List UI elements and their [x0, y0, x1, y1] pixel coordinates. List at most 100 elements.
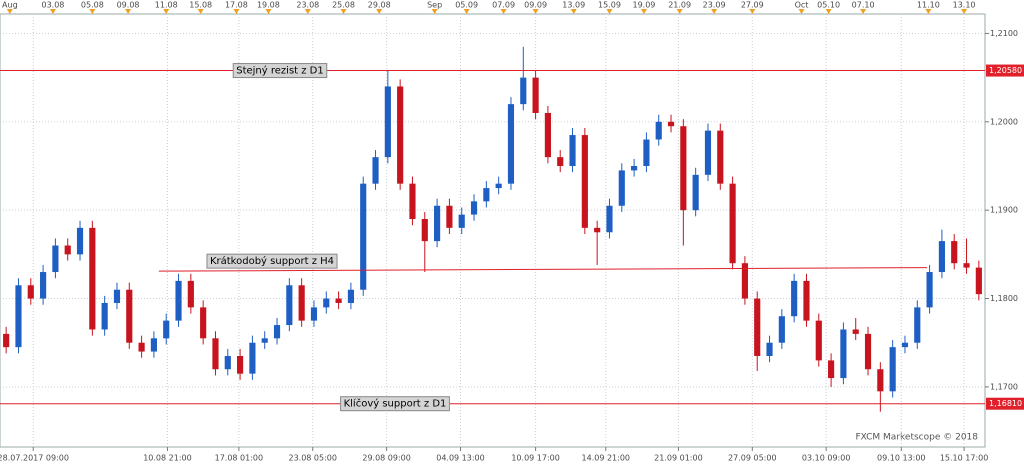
x2-tick [49, 9, 56, 14]
candle-body [594, 227, 601, 233]
candle-body [458, 214, 465, 228]
x2-tick [749, 9, 756, 14]
y-tick-label: 1,1700 [990, 382, 1018, 391]
candle-body [89, 227, 96, 330]
candle-body [717, 130, 724, 184]
x2-tick [676, 9, 683, 14]
candle-body [446, 205, 453, 228]
x2-tick [463, 9, 470, 14]
y-tick-label: 1,2000 [990, 117, 1018, 126]
x2-tick-label: 07.09 [492, 1, 515, 10]
candle-body [581, 135, 588, 228]
candle-body [360, 183, 367, 290]
x2-tick [825, 9, 832, 14]
x-tick-label: 28.07.2017 09:00 [0, 454, 69, 463]
candle-body [483, 188, 490, 202]
y-tick-label: 1,1900 [990, 206, 1018, 215]
candle-body [569, 135, 576, 166]
annotation-box [232, 63, 328, 79]
x2-tick [570, 9, 577, 14]
x-tick-label: 10.08 21:00 [143, 454, 192, 463]
candle-body [495, 183, 502, 189]
candle-body [852, 329, 859, 334]
candle-body [803, 280, 810, 321]
candle-body [840, 329, 847, 379]
x2-tick-label: Aug [2, 1, 18, 10]
annotation: Krátkodobý support z H4 [210, 255, 334, 267]
x-tick-label: 17.08 01:00 [215, 454, 264, 463]
x2-tick [125, 9, 132, 14]
x-tick-label: 14.09 21:00 [582, 454, 631, 463]
watermark: FXCM Marketscope © 2018 [855, 433, 978, 443]
y-tick-label: 1,2100 [990, 29, 1018, 38]
candle-body [323, 298, 330, 308]
candle-body [864, 333, 872, 370]
x2-tick [6, 9, 13, 14]
candle-body [557, 157, 564, 166]
candle-body [507, 104, 515, 184]
candle-body [667, 121, 675, 127]
x2-tick-label: 05.09 [455, 1, 478, 10]
x2-tick-label: 21.09 [668, 1, 691, 10]
trend-line [158, 267, 928, 272]
candle-body [741, 263, 748, 299]
candle-body [520, 77, 527, 105]
candle-body [286, 285, 293, 326]
candle-body [150, 338, 157, 352]
x2-tick [197, 9, 204, 14]
candle-body [310, 307, 318, 321]
candle-body [778, 316, 785, 343]
candle-body [643, 139, 650, 166]
candle-body [938, 241, 945, 273]
candle-body [273, 325, 281, 339]
candle-body [828, 360, 835, 379]
x2-tick-label: 15.08 [189, 1, 212, 10]
x2-tick-label: 29.08 [368, 1, 391, 10]
x2-tick [376, 9, 383, 14]
x2-tick [711, 9, 718, 14]
x2-tick-label: 13.09 [562, 1, 585, 10]
annotation: Stejný rezist z D1 [236, 65, 324, 77]
candle-body [963, 263, 970, 268]
x2-tick-label: 25.08 [332, 1, 355, 10]
x2-tick-label: 23.08 [296, 1, 319, 10]
level-tag [986, 64, 1024, 77]
plot-frame [0, 13, 986, 448]
x2-tick-label: 05.10 [817, 1, 840, 10]
x-tick-label: 21.09 01:00 [654, 454, 703, 463]
candle-body [729, 183, 736, 264]
candle-body [692, 174, 699, 211]
x-tick-label: 04.09 13:00 [436, 454, 485, 463]
x2-tick-label: 15.09 [598, 1, 621, 10]
x2-tick [532, 9, 539, 14]
x2-tick [265, 9, 272, 14]
candle-body [421, 219, 428, 242]
candle-body [15, 285, 22, 348]
candle-body [766, 342, 773, 356]
level-label: 1,16810 [989, 399, 1022, 408]
candle-body [372, 157, 379, 184]
candle-body [926, 272, 933, 308]
y-tick-label: 1,1800 [990, 294, 1018, 303]
x-tick-label: 23.08 05:00 [288, 454, 337, 463]
x-tick-label: 15.10 17:00 [940, 454, 989, 463]
x2-tick [925, 9, 932, 14]
candle-body [101, 302, 108, 330]
x2-tick-label: 19.09 [632, 1, 655, 10]
candle-body [335, 298, 342, 303]
x2-tick-label: 17.08 [225, 1, 248, 10]
candle-body [126, 289, 133, 343]
candle-body [951, 241, 958, 264]
x2-tick [500, 9, 507, 14]
x2-tick-label: 19.08 [257, 1, 280, 10]
annotation-box [206, 253, 338, 269]
candle-body [975, 267, 982, 295]
candle-body [3, 333, 10, 348]
x2-tick-label: 23.09 [703, 1, 726, 10]
candle-body [163, 320, 170, 339]
candle-body [224, 355, 231, 370]
x-tick-label: 29.08 09:00 [362, 454, 411, 463]
candle-body [434, 205, 441, 242]
level-tag [986, 397, 1024, 410]
